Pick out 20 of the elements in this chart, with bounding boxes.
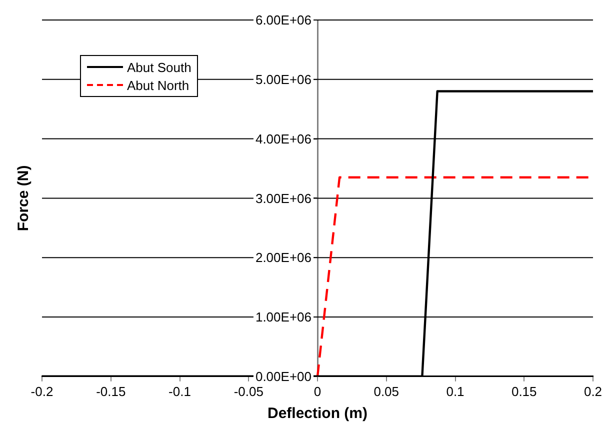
x-tick-label: -0.05 (234, 384, 264, 399)
x-tick-label: 0 (314, 384, 322, 399)
legend-label: Abut North (127, 78, 190, 92)
y-tick-label: 0.00E+00 (255, 368, 312, 384)
y-tick-label: 2.00E+06 (255, 250, 312, 266)
x-tick-label: 0.15 (511, 384, 537, 399)
x-tick-label: -0.15 (96, 384, 126, 399)
x-tick-label: 0.2 (584, 384, 602, 399)
x-tick-label: -0.2 (30, 384, 54, 399)
legend-label: Abut South (127, 60, 192, 74)
y-tick-label: 1.00E+06 (255, 310, 312, 325)
y-tick-label: 6.00E+06 (255, 12, 312, 28)
x-tick-label: 0.05 (374, 384, 400, 399)
y-axis-title: Force (N) (15, 165, 32, 232)
x-axis-title: Deflection (m) (267, 405, 368, 422)
x-tick-label: 0.1 (446, 384, 464, 399)
y-tick-label: 3.00E+06 (255, 190, 312, 206)
y-tick-label: 4.00E+06 (255, 131, 312, 146)
y-tick-label: 5.00E+06 (255, 72, 312, 87)
x-tick-label: -0.1 (168, 384, 191, 399)
